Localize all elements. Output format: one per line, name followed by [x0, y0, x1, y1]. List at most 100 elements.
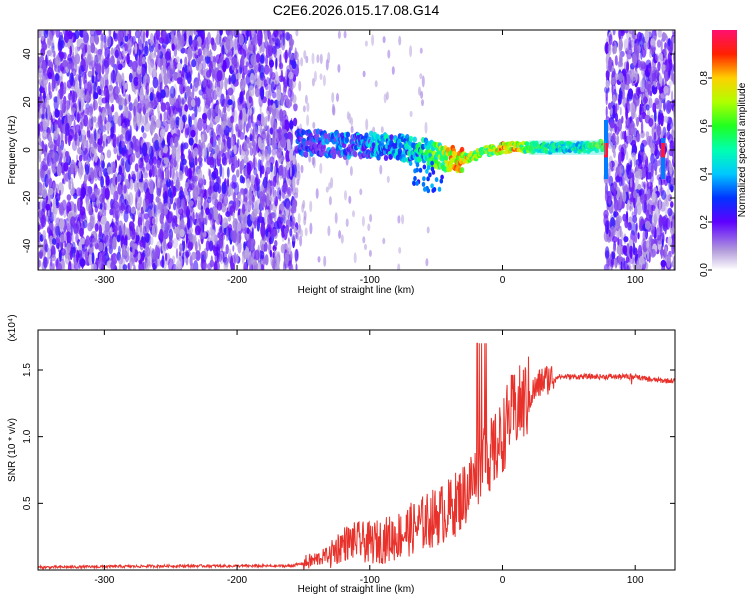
noise-speckle: [208, 240, 214, 252]
haze-speckle: [419, 47, 423, 54]
haze-speckle: [331, 92, 335, 103]
noise-speckle: [39, 199, 43, 212]
noise-speckle: [125, 106, 129, 120]
noise-speckle: [89, 114, 94, 128]
noise-speckle: [182, 86, 185, 94]
noise-speckle: [184, 48, 188, 55]
noise-speckle: [271, 72, 276, 80]
noise-speckle: [176, 77, 183, 85]
noise-speckle: [95, 74, 98, 87]
noise-speckle: [666, 254, 671, 268]
noise-speckle: [246, 178, 251, 189]
noise-speckle: [629, 205, 632, 212]
noise-speckle: [71, 232, 74, 244]
noise-speckle: [269, 134, 271, 146]
haze-speckle: [300, 57, 304, 67]
noise-speckle: [73, 54, 78, 67]
noise-speckle: [180, 218, 185, 232]
noise-speckle: [628, 239, 633, 246]
noise-speckle: [195, 250, 201, 262]
noise-speckle: [60, 130, 64, 143]
noise-speckle: [244, 139, 247, 151]
noise-speckle: [132, 115, 137, 130]
noise-speckle: [205, 44, 208, 58]
noise-speckle: [272, 175, 277, 187]
noise-speckle: [129, 60, 133, 70]
noise-speckle: [231, 30, 237, 37]
noise-speckle: [227, 87, 234, 96]
noise-speckle: [79, 258, 86, 268]
haze-speckle: [311, 52, 315, 65]
noise-speckle: [113, 33, 118, 40]
noise-speckle: [87, 70, 93, 78]
noise-speckle: [124, 117, 130, 128]
noise-speckle: [185, 85, 191, 96]
noise-speckle: [125, 158, 131, 173]
noise-speckle: [63, 81, 67, 95]
noise-speckle: [202, 119, 207, 131]
noise-speckle: [176, 62, 183, 70]
noise-speckle: [204, 195, 206, 208]
noise-speckle: [248, 85, 255, 97]
noise-speckle: [59, 86, 64, 100]
noise-speckle: [240, 151, 247, 163]
noise-speckle: [214, 115, 220, 124]
noise-speckle: [291, 60, 297, 70]
noise-speckle: [289, 164, 292, 177]
noise-speckle: [98, 129, 102, 136]
noise-speckle: [179, 229, 185, 238]
noise-speckle: [199, 231, 204, 240]
noise-speckle: [151, 224, 156, 237]
noise-speckle: [79, 121, 83, 132]
noise-speckle: [179, 243, 183, 252]
haze-speckle: [424, 121, 428, 134]
noise-speckle: [232, 211, 235, 220]
noise-speckle: [287, 188, 291, 195]
noise-speckle: [258, 142, 265, 150]
noise-speckle: [222, 251, 227, 263]
noise-speckle: [670, 201, 674, 208]
noise-speckle: [630, 70, 637, 82]
noise-speckle: [98, 224, 102, 238]
noise-speckle: [125, 130, 131, 142]
noise-speckle: [47, 32, 53, 46]
noise-speckle: [250, 257, 254, 264]
noise-speckle: [633, 97, 640, 107]
noise-speckle: [247, 117, 250, 132]
noise-speckle: [113, 111, 119, 125]
noise-speckle: [238, 34, 244, 46]
haze-speckle: [419, 73, 423, 80]
noise-speckle: [155, 118, 162, 128]
noise-speckle: [251, 227, 254, 241]
noise-speckle: [631, 152, 637, 162]
haze-speckle: [346, 111, 350, 120]
noise-speckle: [240, 187, 245, 194]
noise-speckle: [51, 238, 57, 246]
haze-speckle: [323, 255, 327, 267]
noise-speckle: [145, 198, 150, 209]
noise-speckle: [73, 203, 77, 214]
noise-speckle: [236, 72, 242, 80]
noise-speckle: [271, 195, 276, 203]
noise-speckle: [142, 30, 146, 44]
noise-speckle: [85, 90, 90, 104]
noise-speckle: [205, 207, 210, 215]
noise-speckle: [104, 187, 110, 200]
noise-speckle: [292, 94, 297, 104]
noise-speckle: [164, 88, 170, 98]
noise-speckle: [86, 119, 90, 131]
noise-speckle: [101, 97, 108, 104]
noise-speckle: [93, 165, 98, 179]
noise-speckle: [83, 147, 89, 162]
noise-speckle: [293, 117, 298, 127]
noise-speckle: [163, 73, 169, 86]
noise-speckle: [169, 234, 173, 244]
noise-speckle: [641, 168, 647, 179]
noise-speckle: [48, 133, 52, 146]
noise-speckle: [239, 79, 246, 92]
noise-speckle: [670, 41, 674, 52]
noise-speckle: [157, 44, 160, 56]
noise-speckle: [624, 130, 627, 143]
noise-speckle: [75, 187, 82, 197]
noise-speckle: [93, 116, 97, 123]
